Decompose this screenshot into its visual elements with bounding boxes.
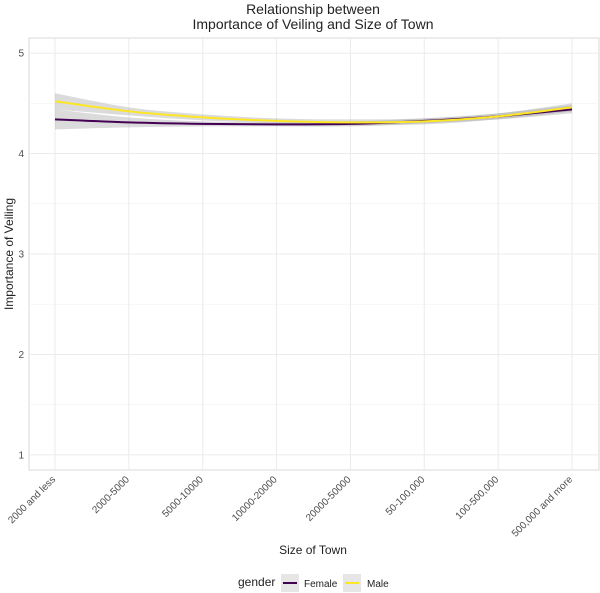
x-tick-label: 2000-5000 (90, 474, 132, 516)
x-axis-title: Size of Town (279, 543, 347, 557)
grid-major (29, 38, 599, 470)
x-tick-label: 500,000 and more (510, 474, 575, 539)
y-axis-ticks: 1 2 3 4 5 (18, 49, 24, 462)
x-tick-label: 50-100,000 (384, 474, 428, 518)
x-tick-label: 10000-20000 (230, 474, 280, 524)
y-tick-label: 2 (18, 350, 24, 361)
y-tick-label: 1 (18, 450, 24, 461)
x-tick-label: 100-500,000 (454, 474, 502, 522)
x-axis-ticks: 2000 and less 2000-5000 5000-10000 10000-20… (6, 474, 575, 539)
legend-label-female: Female (304, 579, 338, 590)
y-tick-label: 4 (18, 149, 24, 160)
series-line-male (54, 100, 573, 124)
ci-ribbon-male (55, 93, 572, 126)
chart-title-line1: Relationship between (246, 1, 380, 17)
x-tick-label: 2000 and less (6, 474, 58, 526)
y-axis-title: Importance of Veiling (2, 198, 16, 310)
legend: gender Female Male (238, 574, 389, 592)
y-tick-label: 5 (18, 49, 24, 60)
grid-minor (29, 103, 599, 405)
y-tick-label: 3 (18, 250, 24, 261)
x-tick-label: 20000-50000 (304, 474, 354, 524)
chart-title-line2: Importance of Veiling and Size of Town (192, 16, 433, 32)
series-lines (54, 100, 573, 126)
legend-title: gender (238, 575, 275, 589)
x-tick-label: 5000-10000 (160, 474, 206, 520)
legend-label-male: Male (367, 579, 389, 590)
